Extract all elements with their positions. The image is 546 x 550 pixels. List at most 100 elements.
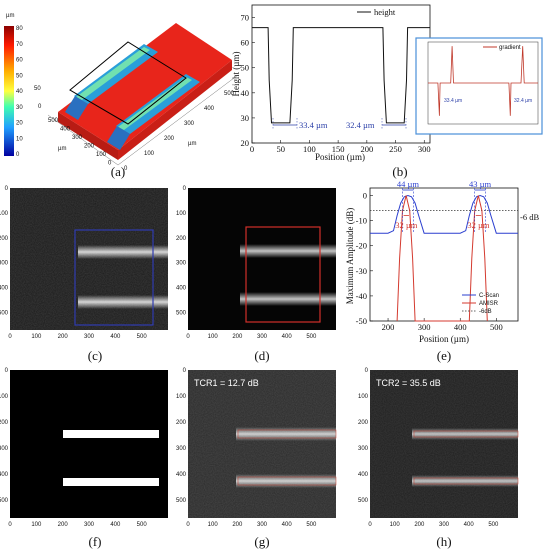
x-tick-label: 500 [488,522,499,528]
colorbar-tick: 10 [16,136,23,142]
y-tick-label-e: -20 [356,241,367,251]
db-label: -6 dB [520,212,539,222]
panel-label-f: (f) [89,534,102,549]
x-tick-label: 0 [186,522,190,528]
x-tick-label-e: 500 [490,322,503,332]
panel-label-d: (d) [254,348,269,363]
plot-frame-b [251,4,431,144]
band-h-2 [412,475,518,487]
x-tick-label: 0 [8,334,12,340]
y-tick-label: 100 [358,394,369,400]
y-tick-label-e: -40 [356,291,367,301]
x-tick-label: 100 [208,334,219,340]
colorbar-tick: 50 [16,73,23,79]
axis-tick-right: 0 [124,166,128,172]
width-label-2: 32.4 µm [346,120,375,130]
y-tick-label: 0 [183,186,187,192]
bar-f-2 [63,478,159,486]
axis-tick-right: 500 [224,91,235,97]
axis-tick-right: 300 [184,121,195,127]
x-tick-label: 100 [390,522,401,528]
axis-left [47,114,119,166]
x-tick-label-b: 200 [360,144,373,154]
band-h-1 [412,428,518,440]
surface-side-left [58,112,118,160]
cscan-series-line [370,194,518,234]
width-bottom-label: 32 µm [395,220,418,230]
y-tick-label-e: 0 [363,191,367,201]
height-series-line [252,27,430,124]
band-g-2 [236,474,336,488]
band-c-1 [78,245,168,259]
y-tick-label: 200 [176,420,187,426]
x-tick-label: 100 [31,334,42,340]
y-tick-label: 400 [176,472,187,478]
axis-unit-left: µm [58,146,66,152]
outline-g-1 [237,429,337,439]
y-tick-label-b: 30 [241,113,250,123]
y-tick-label-b: 20 [241,138,250,148]
x-tick-label: 0 [368,522,372,528]
x-tick-label: 300 [257,522,268,528]
inset-width-label-1: 33.4 µm [444,98,462,104]
panel-f: 0 100 200 300 400 500 0 100 200 300 400 500 (f) [0,368,168,549]
y-tick-label: 200 [0,236,9,242]
x-tick-label: 400 [110,522,121,528]
colorbar-tick: 40 [16,89,23,95]
x-tick-label: 200 [58,334,69,340]
y-tick-label: 500 [0,311,9,317]
x-tick-label: 300 [84,522,95,528]
x-tick-label: 500 [137,522,148,528]
axis-tick-left: 300 [72,135,83,141]
axis-unit-right: µm [188,141,196,147]
width-top-label: 43 µm [469,179,492,189]
band-g-1 [236,427,336,441]
x-tick-label: 0 [186,334,190,340]
ylabel-e: Maximum Amplitude (dB) [345,208,355,305]
y-tick-label: 100 [176,394,187,400]
groove-1-edge [76,47,150,100]
colorbar-tick: 60 [16,58,23,64]
xlabel-b: Position (µm) [315,152,365,162]
x-tick-label-b: 100 [303,144,316,154]
inset-frame [415,37,543,135]
x-tick-label: 400 [110,334,121,340]
panel-label-a: (a) [111,164,125,179]
xlabel-e: Position (µm) [419,334,469,344]
selection-box [69,41,187,125]
colorbar-tick: 30 [16,105,23,111]
x-tick-label: 0 [8,522,12,528]
x-tick-label: 400 [464,522,475,528]
colorbar [4,26,14,156]
bar-f-1 [63,430,159,438]
panel-c: 0 100 200 300 400 500 0 100 200 300 400 500 (c) [0,186,168,363]
panel-e: 200 300 400 500 0 -10 -20 -30 -40 -50 Maximum Amp… [345,179,539,363]
x-tick-label: 100 [208,522,219,528]
amisr-series-line [396,195,488,322]
x-tick-label-b: 50 [276,144,285,154]
outline-h-2 [413,477,519,485]
panel-label-g: (g) [254,534,269,549]
axis-right [117,74,239,166]
legend-label-cscan: C-Scan [479,293,499,299]
y-tick-label: 0 [183,368,187,374]
colorbar-tick: 20 [16,121,23,127]
outline-h-1 [413,430,519,438]
panel-label-c: (c) [88,348,102,363]
y-tick-label-e: -10 [356,216,367,226]
band-d-2 [240,292,336,306]
width-top-label: 44 µm [397,179,420,189]
z-tick-0: 0 [38,104,42,110]
colorbar-tick: 70 [16,42,23,48]
x-tick-label-b: 250 [389,144,402,154]
y-tick-label: 500 [176,498,187,504]
x-tick-label: 300 [257,334,268,340]
x-tick-label: 400 [282,334,293,340]
y-tick-label: 300 [0,261,9,267]
noise-g [188,370,336,518]
tcr2-annotation: TCR2 = 35.5 dB [376,378,441,388]
x-tick-label-b: 0 [250,144,254,154]
width-bottom-label: 32 µm [467,220,490,230]
axis-tick-right: 400 [204,106,215,112]
